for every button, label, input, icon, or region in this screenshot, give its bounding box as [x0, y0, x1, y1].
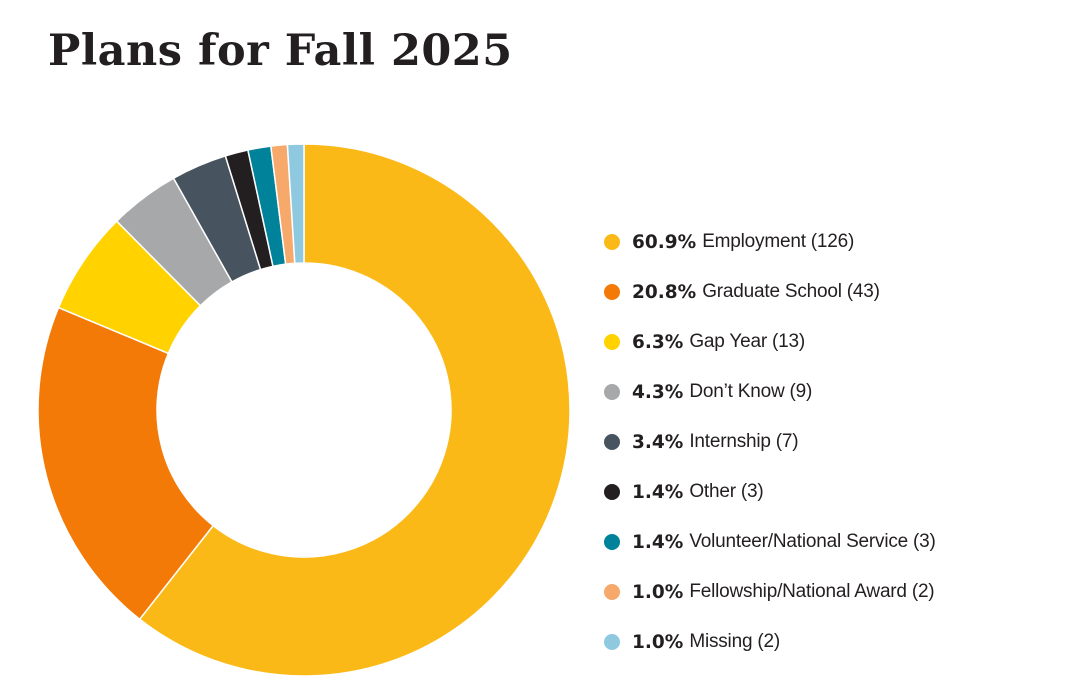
legend-label: Fellowship/National Award: [689, 581, 907, 602]
legend-swatch: [604, 484, 620, 500]
legend-percent: 1.4%: [632, 481, 684, 503]
legend-percent: 4.3%: [632, 381, 684, 403]
legend-percent: 1.0%: [632, 581, 684, 603]
legend-label: Other: [689, 481, 736, 502]
legend-item-fellowship-national-award: 1.0% Fellowship/National Award (2): [604, 567, 936, 617]
legend-count: (7): [775, 431, 799, 452]
legend-count: (13): [771, 331, 805, 352]
chart-title: Plans for Fall 2025: [48, 26, 513, 76]
legend-item-internship: 3.4% Internship (7): [604, 417, 936, 467]
legend-label: Employment: [702, 231, 806, 252]
legend-item-gap-year: 6.3% Gap Year (13): [604, 317, 936, 367]
legend-percent: 1.4%: [632, 531, 684, 553]
donut-slice-employment: [138, 143, 571, 677]
legend-percent: 3.4%: [632, 431, 684, 453]
chart-legend: 60.9% Employment (126) 20.8% Graduate School…: [604, 217, 936, 667]
legend-count: (2): [757, 631, 780, 652]
legend-label: Volunteer/National Service: [689, 531, 909, 552]
legend-swatch: [604, 434, 620, 450]
legend-swatch: [604, 634, 620, 650]
legend-count: (3): [740, 481, 764, 502]
donut-slice-graduate-school: [37, 306, 215, 621]
legend-item-missing: 1.0% Missing (2): [604, 617, 936, 667]
legend-swatch: [604, 384, 620, 400]
donut-slice-missing: [286, 143, 305, 265]
legend-label: Gap Year: [689, 331, 767, 352]
legend-count: (2): [911, 581, 935, 602]
legend-swatch: [604, 284, 620, 300]
legend-item-graduate-school: 20.8% Graduate School (43): [604, 267, 936, 317]
legend-percent: 60.9%: [632, 231, 697, 253]
legend-percent: 6.3%: [632, 331, 684, 353]
legend-count: (3): [913, 531, 936, 552]
legend-percent: 1.0%: [632, 631, 684, 653]
legend-label: Internship: [689, 431, 771, 452]
legend-swatch: [604, 234, 620, 250]
legend-swatch: [604, 584, 620, 600]
legend-item-don-t-know: 4.3% Don’t Know (9): [604, 367, 936, 417]
legend-item-volunteer-national-service: 1.4% Volunteer/National Service (3): [604, 517, 936, 567]
legend-label: Don’t Know: [689, 381, 785, 402]
legend-label: Missing: [689, 631, 753, 652]
legend-count: (43): [846, 281, 880, 302]
legend-swatch: [604, 534, 620, 550]
legend-swatch: [604, 334, 620, 350]
legend-label: Graduate School: [702, 281, 842, 302]
legend-count: (9): [789, 381, 813, 402]
legend-item-other: 1.4% Other (3): [604, 467, 936, 517]
legend-percent: 20.8%: [632, 281, 697, 303]
legend-item-employment: 60.9% Employment (126): [604, 217, 936, 267]
legend-count: (126): [810, 231, 855, 252]
